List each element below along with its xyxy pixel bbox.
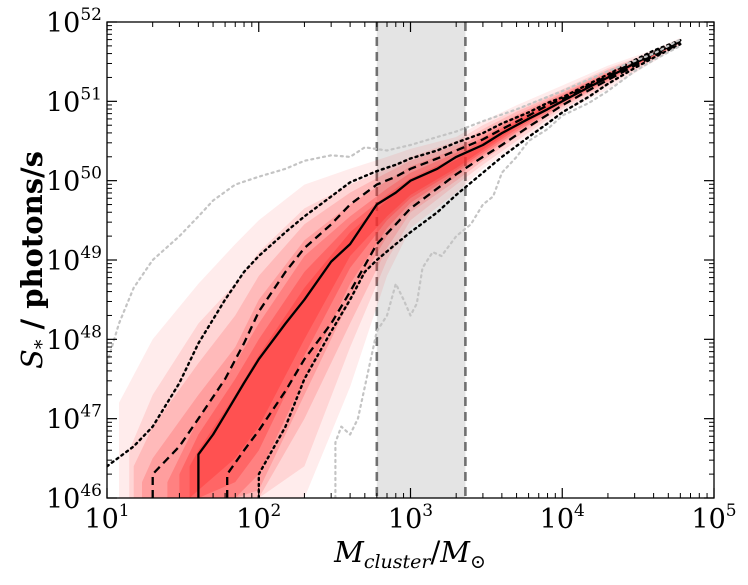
- y-axis-label: S* / photons/s: [15, 151, 53, 369]
- line-outer-upper: [107, 39, 682, 468]
- line-inner-lower: [226, 42, 681, 498]
- x-tick-label: 104: [540, 501, 585, 535]
- plot-frame: [106, 21, 715, 499]
- y-tick-label: 1046: [46, 481, 102, 515]
- lines-layer: [107, 38, 682, 498]
- shaded-band: [376, 22, 466, 498]
- density-level-1: [119, 37, 681, 498]
- tick-labels-layer: 101 102 103 104 105 1046 1047 1048 1049 1050 1051 1…: [46, 5, 737, 535]
- density-level-3: [133, 40, 681, 498]
- line-extreme-upper: [107, 38, 682, 365]
- y-tick-label: 1050: [46, 164, 102, 198]
- density-level-5: [167, 41, 681, 498]
- line-median: [197, 40, 681, 498]
- x-tick-label: 103: [388, 501, 433, 535]
- x-tick-label: 102: [236, 501, 281, 535]
- shaded-band-layer: [375, 22, 467, 498]
- density-level-6: [179, 41, 681, 498]
- density-level-4: [142, 41, 681, 498]
- density-layer: [119, 37, 681, 498]
- density-level-7: [189, 41, 681, 498]
- y-tick-label: 1051: [46, 84, 102, 118]
- line-extreme-lower: [334, 44, 682, 498]
- y-tick-label: 1048: [46, 322, 102, 356]
- line-inner-upper: [151, 39, 681, 498]
- density-level-2: [129, 39, 681, 498]
- line-outer-lower: [257, 43, 682, 498]
- x-tick-label: 101: [84, 501, 129, 535]
- y-tick-label: 1052: [46, 5, 102, 39]
- x-tick-label: 105: [691, 501, 736, 535]
- x-axis-label: Mcluster/M⊙: [333, 535, 486, 573]
- y-tick-label: 1049: [46, 243, 102, 277]
- y-tick-label: 1047: [46, 402, 102, 436]
